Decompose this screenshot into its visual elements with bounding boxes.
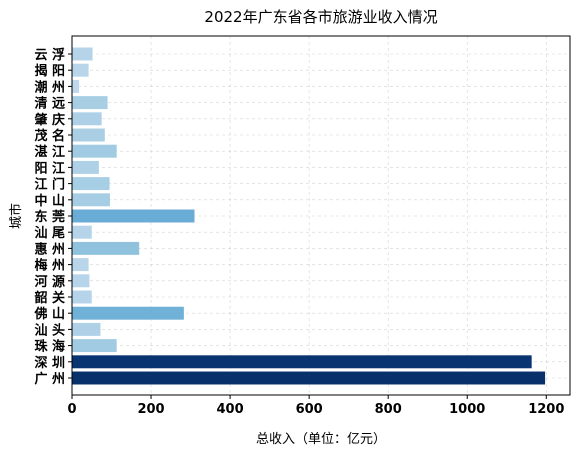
bar-17 [72, 96, 108, 110]
y-tick-label-5: 韶 关 [34, 290, 65, 306]
bar-2 [72, 339, 117, 353]
bar-0 [72, 371, 546, 385]
y-tick-label-10: 东 莞 [34, 209, 65, 225]
y-tick-label-14: 湛 江 [34, 144, 65, 160]
x-tick-label-0: 0 [67, 402, 76, 417]
bar-3 [72, 322, 101, 336]
y-tick-label-8: 惠 州 [34, 241, 65, 257]
y-tick-label-17: 清 远 [34, 96, 65, 112]
x-tick-label-1: 200 [137, 402, 164, 417]
bar-7 [72, 258, 89, 272]
y-tick-label-12: 江 门 [34, 177, 65, 193]
y-tick-label-18: 潮 州 [34, 79, 65, 95]
y-tick-label-15: 茂 名 [34, 128, 65, 144]
y-axis-ticks: 广 州深 圳珠 海汕 头佛 山韶 关河 源梅 州惠 州汕 尾东 莞中 山江 门阳… [33, 47, 72, 387]
y-tick-label-7: 梅 州 [34, 258, 65, 274]
y-tick-label-2: 珠 海 [34, 339, 65, 355]
bar-6 [72, 274, 90, 288]
y-tick-label-4: 佛 山 [33, 306, 65, 322]
x-tick-label-5: 1000 [449, 402, 485, 417]
bar-14 [72, 144, 117, 158]
bar-10 [72, 209, 195, 223]
y-tick-label-1: 深 圳 [34, 355, 65, 371]
y-tick-label-13: 阳 江 [34, 160, 65, 176]
bar-9 [72, 225, 92, 239]
y-tick-label-19: 揭 阳 [34, 63, 65, 79]
y-tick-label-9: 汕 尾 [34, 225, 65, 241]
bar-18 [72, 79, 80, 93]
bar-1 [72, 355, 532, 369]
bar-12 [72, 177, 110, 191]
chart-title: 2022年广东省各市旅游业收入情况 [204, 8, 437, 26]
y-tick-label-0: 广 州 [34, 371, 65, 387]
bar-16 [72, 112, 102, 126]
x-axis-label: 总收入（单位：亿元） [256, 432, 386, 447]
y-tick-label-20: 云 浮 [34, 47, 65, 63]
x-tick-label-6: 1200 [528, 402, 564, 417]
bar-19 [72, 63, 89, 77]
bar-4 [72, 306, 184, 320]
bar-11 [72, 193, 110, 207]
y-tick-label-11: 中 山 [34, 193, 65, 209]
bar-13 [72, 160, 99, 174]
x-tick-label-4: 800 [375, 402, 402, 417]
bar-20 [72, 47, 93, 61]
x-tick-label-2: 400 [217, 402, 244, 417]
bar-8 [72, 241, 140, 255]
bar-5 [72, 290, 92, 304]
x-axis-ticks: 0 200 400 600 800 1000 1200 [67, 395, 564, 417]
x-tick-label-3: 600 [296, 402, 323, 417]
y-tick-label-16: 肇 庆 [33, 112, 65, 128]
bars-layer [72, 47, 546, 385]
grid-layer [71, 36, 570, 395]
y-axis-label: 城市 [8, 203, 24, 229]
bar-15 [72, 128, 105, 142]
y-tick-label-3: 汕 头 [34, 322, 65, 338]
y-tick-label-6: 河 源 [34, 274, 65, 290]
